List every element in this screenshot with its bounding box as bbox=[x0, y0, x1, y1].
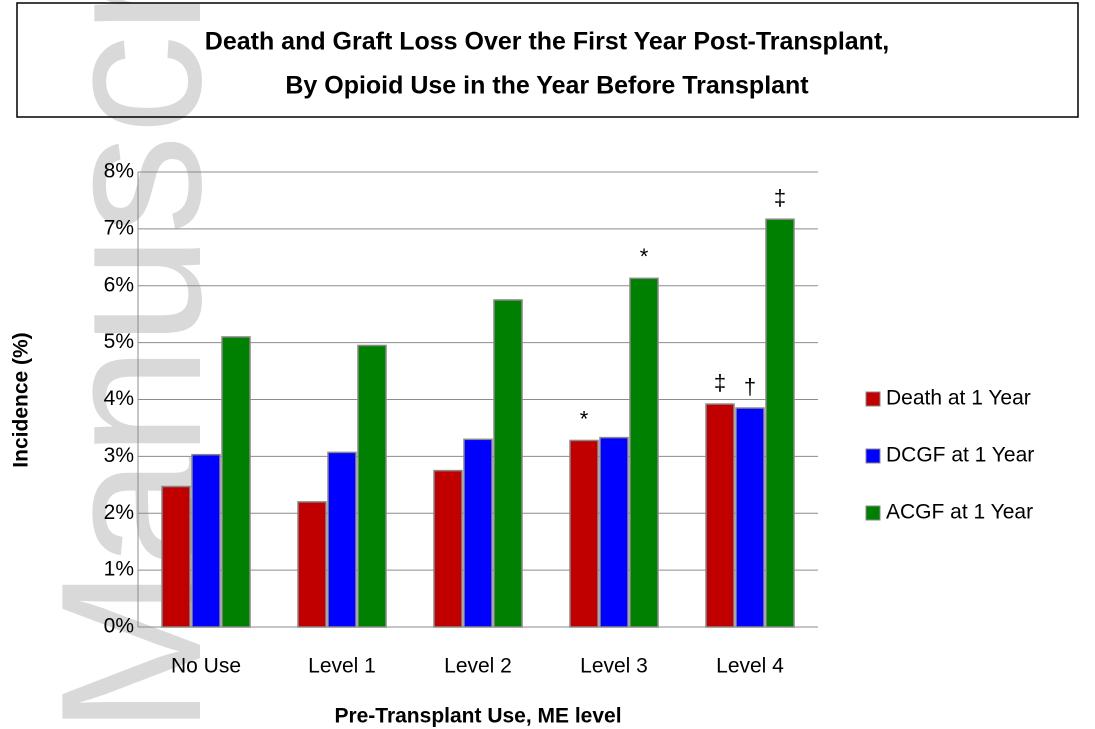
y-tick-label: 5% bbox=[104, 330, 134, 353]
legend-swatch bbox=[865, 505, 881, 521]
bar bbox=[297, 501, 327, 628]
bar bbox=[569, 439, 599, 628]
bar bbox=[161, 485, 191, 628]
legend-swatch bbox=[865, 391, 881, 407]
x-tick-label: No Use bbox=[171, 655, 241, 678]
bar bbox=[765, 218, 795, 628]
y-tick-label: 8% bbox=[104, 160, 134, 183]
x-tick-label: Level 1 bbox=[308, 655, 376, 678]
y-tick-label: 1% bbox=[104, 558, 134, 581]
x-tick-label: Level 4 bbox=[716, 655, 784, 678]
y-tick-label: 2% bbox=[104, 501, 134, 524]
bar bbox=[221, 336, 251, 628]
annotation: † bbox=[744, 374, 756, 399]
chart-title: By Opioid Use in the Year Before Transpl… bbox=[285, 72, 809, 100]
annotation: ‡ bbox=[774, 185, 786, 210]
x-tick-label: Level 2 bbox=[444, 655, 512, 678]
title-box bbox=[16, 2, 1079, 118]
chart-title: Death and Graft Loss Over the First Year… bbox=[205, 28, 889, 56]
bar bbox=[493, 299, 523, 628]
bar bbox=[463, 438, 493, 628]
legend-swatch bbox=[865, 448, 881, 464]
x-tick-label: Level 3 bbox=[580, 655, 648, 678]
bar bbox=[629, 277, 659, 628]
y-tick-label: 7% bbox=[104, 216, 134, 239]
bar bbox=[599, 436, 629, 628]
bar bbox=[735, 407, 765, 628]
bar bbox=[191, 453, 221, 628]
bar bbox=[705, 403, 735, 628]
annotation: ‡ bbox=[714, 370, 726, 395]
bar bbox=[357, 344, 387, 628]
y-tick-label: 0% bbox=[104, 615, 134, 638]
annotation: * bbox=[580, 406, 589, 431]
bar bbox=[433, 469, 463, 628]
legend-label: Death at 1 Year bbox=[886, 387, 1031, 410]
y-axis-title: Incidence (%) bbox=[10, 332, 33, 467]
annotation: * bbox=[640, 244, 649, 269]
legend-label: ACGF at 1 Year bbox=[886, 501, 1033, 524]
bar bbox=[327, 451, 357, 628]
legend-label: DCGF at 1 Year bbox=[886, 444, 1034, 467]
y-tick-label: 4% bbox=[104, 387, 134, 410]
y-tick-label: 3% bbox=[104, 444, 134, 467]
y-tick-label: 6% bbox=[104, 273, 134, 296]
x-axis-title: Pre-Transplant Use, ME level bbox=[334, 705, 621, 728]
